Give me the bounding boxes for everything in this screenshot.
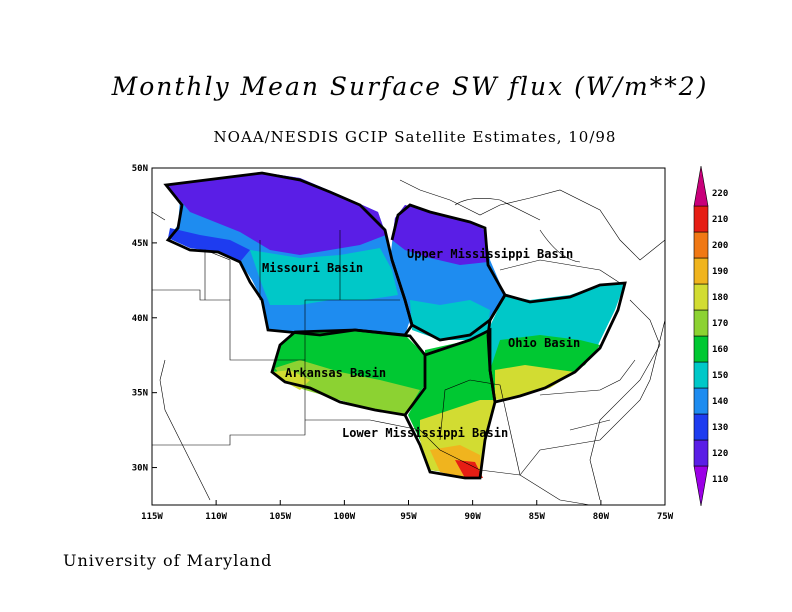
basin-label-missouri: Missouri Basin <box>262 261 363 275</box>
x-tick-label: 100W <box>334 512 356 522</box>
colorbar-label: 130 <box>712 423 728 433</box>
y-tick-label: 50N <box>132 164 148 174</box>
colorbar-label: 180 <box>712 293 728 303</box>
basin-label-lower-mississippi: Lower Mississippi Basin <box>342 426 508 440</box>
x-tick-label: 105W <box>269 512 291 522</box>
colorbar-label: 190 <box>712 267 728 277</box>
y-tick-label: 30N <box>132 464 148 474</box>
colorbar-label: 200 <box>712 241 728 251</box>
x-axis-ticks: 115W 110W 105W 100W 95W 90W 85W 80W 75W <box>141 500 674 522</box>
x-tick-label: 90W <box>464 512 481 522</box>
colorbar-label: 210 <box>712 215 728 225</box>
x-tick-label: 80W <box>593 512 610 522</box>
colorbar-label: 150 <box>712 371 728 381</box>
basin-label-upper-mississippi: Upper Mississippi Basin <box>407 247 573 261</box>
colorbar-swatch <box>693 309 709 337</box>
colorbar-label: 120 <box>712 449 728 459</box>
basin-label-ohio: Ohio Basin <box>508 336 580 350</box>
basin-boundaries <box>163 171 627 480</box>
x-tick-label: 115W <box>141 512 163 522</box>
colorbar-swatch <box>693 231 709 259</box>
basin-label-arkansas: Arkansas Basin <box>285 366 386 380</box>
lower-mississippi-basin-outline <box>403 327 497 480</box>
colorbar-swatch <box>693 361 709 389</box>
y-tick-label: 35N <box>132 389 148 399</box>
y-tick-label: 40N <box>132 314 148 324</box>
colorbar-swatch <box>693 165 709 207</box>
x-tick-label: 95W <box>400 512 417 522</box>
colorbar-swatch <box>693 283 709 311</box>
colorbar-swatch <box>693 413 709 441</box>
y-tick-label: 45N <box>132 239 148 249</box>
x-tick-label: 85W <box>529 512 546 522</box>
colorbar-swatch <box>693 205 709 233</box>
state-boundaries <box>151 179 666 506</box>
colorbar: 110 120 130 140 150 160 170 180 190 200 210 220 <box>693 165 728 507</box>
colorbar-label: 170 <box>712 319 728 329</box>
colorbar-swatch <box>693 439 709 467</box>
colorbar-label: 220 <box>712 189 728 199</box>
colorbar-swatch <box>693 465 709 507</box>
x-tick-label: 110W <box>205 512 227 522</box>
arkansas-basin-outline <box>270 328 427 417</box>
colorbar-label: 140 <box>712 397 728 407</box>
map-title: Monthly Mean Surface SW flux (W/m**2) <box>111 72 709 101</box>
upper-mississippi-basin-outline <box>390 203 507 342</box>
colorbar-label: 160 <box>712 345 728 355</box>
colorbar-swatch <box>693 257 709 285</box>
map-subtitle: NOAA/NESDIS GCIP Satellite Estimates, 10… <box>213 128 617 146</box>
footer-credit: University of Maryland <box>63 551 273 570</box>
x-tick-label: 75W <box>657 512 674 522</box>
colorbar-swatch <box>693 387 709 415</box>
y-axis-ticks: 30N 35N 40N 45N 50N <box>132 164 157 474</box>
colorbar-swatch <box>693 335 709 363</box>
colorbar-label: 110 <box>712 475 728 485</box>
